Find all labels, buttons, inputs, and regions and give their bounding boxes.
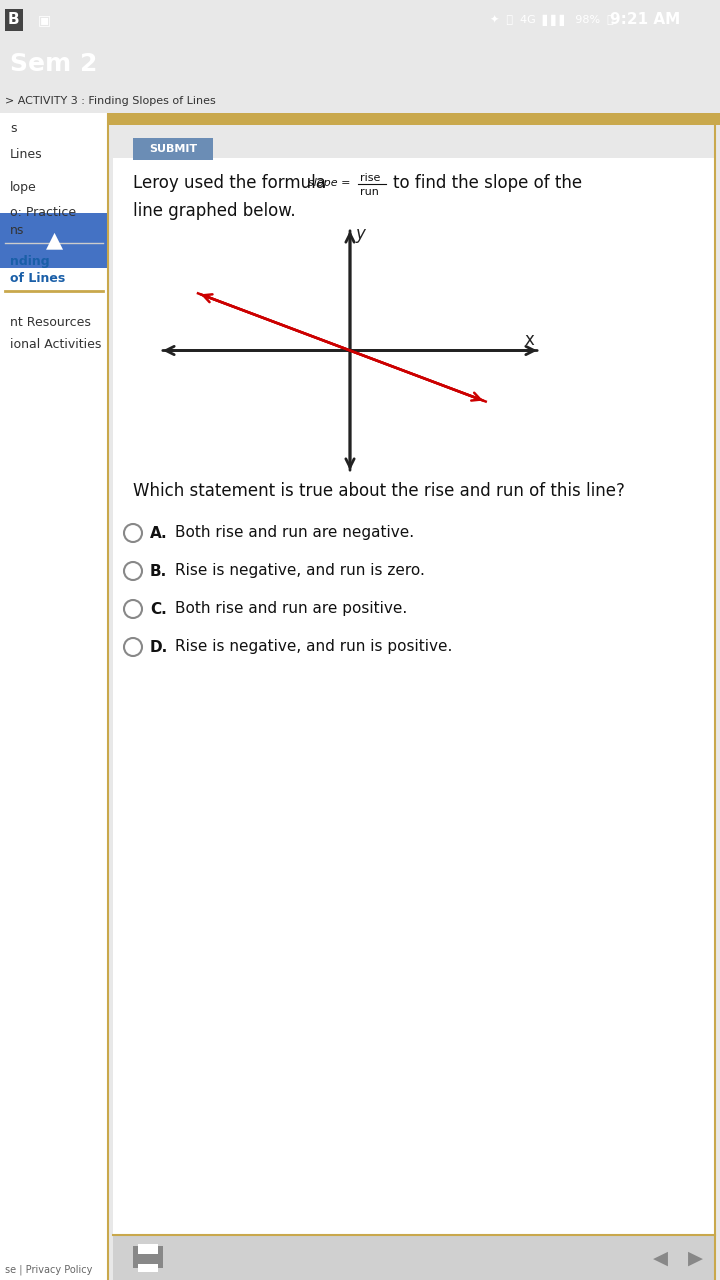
Text: ✦  ⏰  4G  ▌▌▌  98%  🔋: ✦ ⏰ 4G ▌▌▌ 98% 🔋 <box>490 14 613 26</box>
Text: Both rise and run are positive.: Both rise and run are positive. <box>175 602 408 617</box>
Text: to find the slope of the: to find the slope of the <box>393 174 582 192</box>
Text: rise: rise <box>360 173 380 183</box>
Text: ▣: ▣ <box>38 13 51 27</box>
Text: ns: ns <box>10 224 24 238</box>
Text: slope =: slope = <box>308 178 351 188</box>
Text: ◀: ◀ <box>652 1248 667 1267</box>
Text: nt Resources: nt Resources <box>10 316 91 329</box>
Bar <box>113 1235 715 1280</box>
Text: ional Activities: ional Activities <box>10 338 102 352</box>
Text: SUBMIT: SUBMIT <box>149 143 197 154</box>
Text: Rise is negative, and run is positive.: Rise is negative, and run is positive. <box>175 640 452 654</box>
Text: B.: B. <box>150 563 167 579</box>
Text: of Lines: of Lines <box>10 271 66 284</box>
Bar <box>138 1265 158 1272</box>
Bar <box>133 1245 163 1268</box>
Text: line graphed below.: line graphed below. <box>133 202 296 220</box>
Text: > ACTIVITY 3 : Finding Slopes of Lines: > ACTIVITY 3 : Finding Slopes of Lines <box>5 96 216 106</box>
Text: y: y <box>356 225 366 243</box>
Text: Rise is negative, and run is zero.: Rise is negative, and run is zero. <box>175 563 425 579</box>
Text: nding: nding <box>10 255 50 268</box>
Bar <box>0 113 108 1280</box>
Text: Lines: Lines <box>10 148 42 161</box>
Text: Leroy used the formula: Leroy used the formula <box>133 174 326 192</box>
Text: se | Privacy Policy: se | Privacy Policy <box>5 1265 92 1275</box>
Text: o: Practice: o: Practice <box>10 206 76 219</box>
Text: Sem 2: Sem 2 <box>10 52 97 76</box>
Text: A.: A. <box>150 526 168 540</box>
Bar <box>0 113 720 125</box>
Bar <box>133 138 213 160</box>
Text: D.: D. <box>150 640 168 654</box>
Text: Which statement is true about the rise and run of this line?: Which statement is true about the rise a… <box>133 483 625 500</box>
Bar <box>138 1244 158 1254</box>
Text: lope: lope <box>10 182 37 195</box>
Text: B: B <box>8 13 19 27</box>
Text: ▶: ▶ <box>688 1248 703 1267</box>
Text: x: x <box>524 332 534 349</box>
Bar <box>113 157 715 1280</box>
Text: ▲: ▲ <box>45 230 63 250</box>
Text: Both rise and run are negative.: Both rise and run are negative. <box>175 526 414 540</box>
Text: s: s <box>10 122 17 134</box>
Bar <box>0 212 108 268</box>
Text: 9:21 AM: 9:21 AM <box>610 13 680 27</box>
Text: run: run <box>360 187 379 197</box>
Text: C.: C. <box>150 602 167 617</box>
